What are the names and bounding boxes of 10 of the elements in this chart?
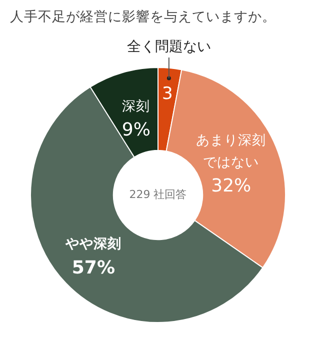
text: 229 社回答 — [129, 188, 187, 201]
slice-label: 全く問題ない — [126, 39, 211, 56]
slice-label: やや深刻 — [64, 235, 122, 252]
data-label: 57% — [72, 257, 115, 278]
chart-title: 人手不足が経営に影響を与えていますか。 — [10, 8, 276, 26]
data-label: 32% — [211, 176, 252, 197]
slice-label: あまり深刻ではない — [196, 132, 266, 171]
slice-label: 深刻 — [122, 98, 150, 115]
data-label: 9% — [122, 120, 150, 141]
data-label: 3 — [162, 84, 173, 104]
